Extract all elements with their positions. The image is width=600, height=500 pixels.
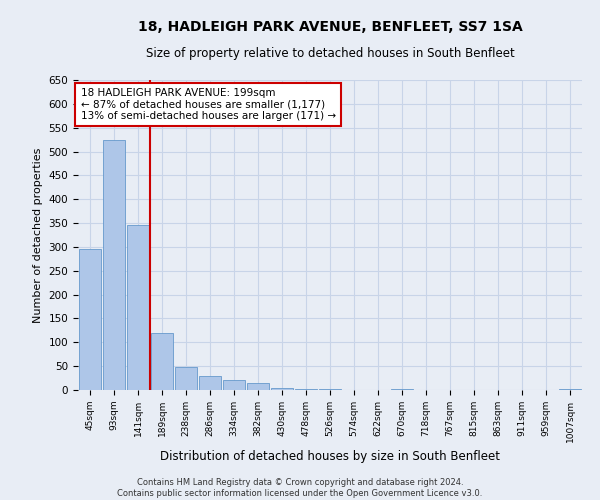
Bar [391,389,413,390]
Text: 18, HADLEIGH PARK AVENUE, BENFLEET, SS7 1SA: 18, HADLEIGH PARK AVENUE, BENFLEET, SS7 … [137,20,523,34]
X-axis label: Distribution of detached houses by size in South Benfleet: Distribution of detached houses by size … [160,450,500,463]
Text: Contains HM Land Registry data © Crown copyright and database right 2024.
Contai: Contains HM Land Registry data © Crown c… [118,478,482,498]
Bar [319,389,341,390]
Bar [559,389,581,390]
Bar [271,388,293,390]
Bar [175,367,197,390]
Bar [223,380,245,390]
Bar [151,333,173,390]
Text: Size of property relative to detached houses in South Benfleet: Size of property relative to detached ho… [146,48,514,60]
Bar [247,383,269,390]
Bar [79,250,101,390]
Text: 18 HADLEIGH PARK AVENUE: 199sqm
← 87% of detached houses are smaller (1,177)
13%: 18 HADLEIGH PARK AVENUE: 199sqm ← 87% of… [80,88,335,121]
Bar [199,376,221,390]
Bar [295,388,317,390]
Y-axis label: Number of detached properties: Number of detached properties [33,148,43,322]
Bar [103,140,125,390]
Bar [127,226,149,390]
